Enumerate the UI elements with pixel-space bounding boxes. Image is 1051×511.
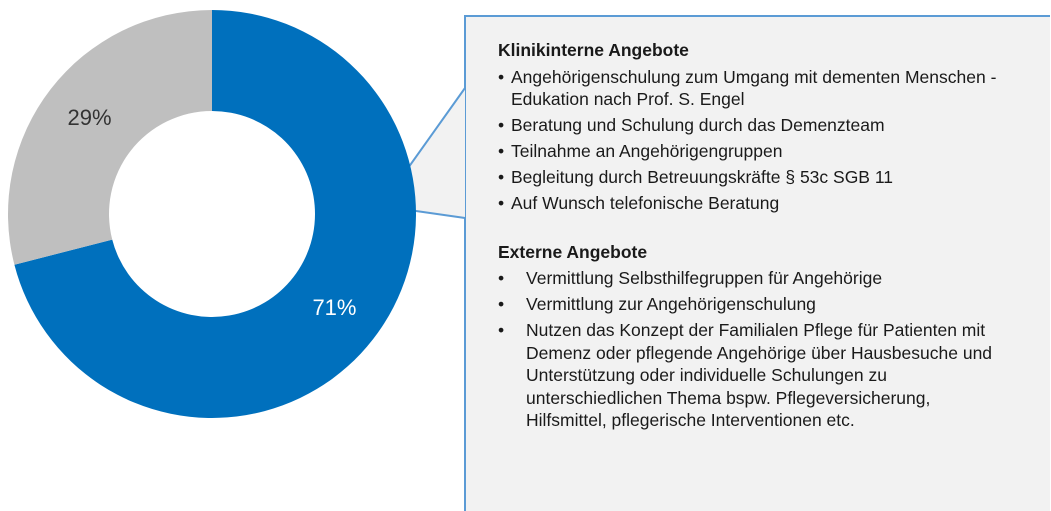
bullet-item: Beratung und Schulung durch das Demenzte… xyxy=(498,114,1051,137)
bullet-item: Vermittlung Selbsthilfegruppen für Angeh… xyxy=(498,267,998,290)
bullet-item: Vermittlung zur Angehörigenschulung xyxy=(498,293,998,316)
section-title: Klinikinterne Angebote xyxy=(498,40,689,60)
bullet-item: Angehörigenschulung zum Umgang mit demen… xyxy=(498,66,1051,111)
section-title: Externe Angebote xyxy=(498,241,648,262)
bullet-item: Begleitung durch Betreuungskräfte § 53c … xyxy=(498,166,1051,189)
bullet-list: Vermittlung Selbsthilfegruppen für Angeh… xyxy=(498,267,1050,432)
donut-slice xyxy=(14,10,416,418)
data-label: 29% xyxy=(68,105,112,130)
bullet-item: Teilnahme an Angehörigengruppen xyxy=(498,140,1051,163)
bullet-item: Nutzen das Konzept der Familialen Pflege… xyxy=(498,319,998,432)
donut: 71% 29% xyxy=(7,10,416,418)
callout-section: Klinikinterne Angebote Angehörigenschulun… xyxy=(498,39,1050,215)
bullet-item: Auf Wunsch telefonische Beratung xyxy=(498,192,1051,215)
bullet-list: Angehörigenschulung zum Umgang mit demen… xyxy=(498,66,1050,215)
donut-slice xyxy=(7,10,213,265)
data-label: 71% xyxy=(312,295,356,320)
callout-section: Externe Angebote Vermittlung Selbsthilfeg… xyxy=(498,241,1050,432)
callout-box: Klinikinterne Angebote Angehörigenschulun… xyxy=(464,15,1050,511)
